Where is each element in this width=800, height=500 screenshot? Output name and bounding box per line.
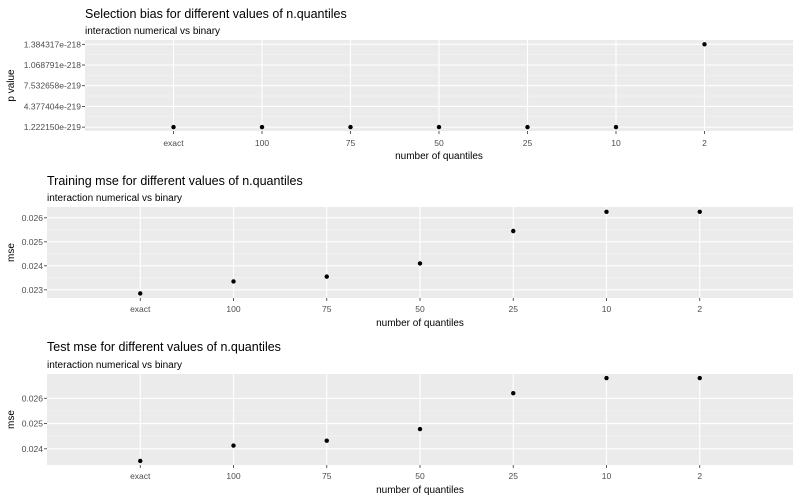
chart-3: Test mse for different values of n.quant… [6,340,793,496]
chart-title: Selection bias for different values of n… [85,7,347,21]
x-tick-label: 25 [523,138,533,148]
data-point-2 [702,42,707,47]
chart-1: Selection bias for different values of n… [6,7,793,162]
y-tick-label: 0.025 [22,237,44,247]
y-tick-label: 4.377404e-219 [24,101,81,111]
x-tick-label: exact [163,138,184,148]
x-tick-label: 100 [226,471,240,481]
x-tick-label: exact [130,304,151,314]
data-point-75 [324,274,329,279]
x-tick-label: 75 [322,471,332,481]
x-tick-label: 10 [602,471,612,481]
data-point-exact [138,291,143,296]
data-point-10 [604,375,609,381]
x-tick-label: 100 [226,304,240,314]
data-point-25 [511,228,516,234]
x-tick-label: 2 [697,304,702,314]
data-point-10 [604,209,609,215]
y-tick-label: 0.024 [22,261,44,271]
y-tick-label: 0.024 [22,444,44,454]
y-tick-label: 0.025 [22,419,44,429]
data-point-75 [324,438,329,443]
data-point-100 [231,279,236,284]
x-tick-label: 10 [602,304,612,314]
y-tick-label: 1.384317e-218 [24,39,81,49]
x-tick-label: 100 [255,138,269,148]
x-axis-label: number of quantiles [376,485,464,496]
x-tick-label: 75 [322,304,332,314]
data-point-25 [525,124,530,130]
y-tick-label: 0.026 [22,393,44,403]
x-tick-label: 25 [509,304,519,314]
y-tick-label: 7.532658e-219 [24,81,81,91]
chart-title: Training mse for different values of n.q… [47,174,303,188]
data-point-2 [697,209,702,215]
x-tick-label: 50 [415,471,425,481]
data-point-exact [171,124,176,130]
y-tick-label: 1.068791e-218 [24,60,81,70]
x-axis-label: number of quantiles [395,151,483,162]
data-point-75 [348,124,353,130]
x-tick-label: 50 [415,304,425,314]
data-point-exact [138,458,143,464]
y-tick-label: 1.222150e-219 [24,122,81,132]
data-point-25 [511,391,516,396]
x-tick-label: 75 [346,138,356,148]
data-point-50 [417,261,423,266]
x-tick-label: 2 [702,138,707,148]
data-point-10 [613,124,619,130]
y-axis-label: mse [6,243,17,262]
chart-title: Test mse for different values of n.quant… [47,340,281,354]
chart-subtitle: interaction numerical vs binary [47,193,182,204]
data-point-100 [231,443,236,448]
x-tick-label: 25 [509,471,519,481]
chart-subtitle: interaction numerical vs binary [47,360,182,371]
data-point-2 [697,375,702,381]
data-point-50 [417,426,423,432]
x-tick-label: 10 [611,138,621,148]
y-tick-label: 0.026 [22,213,44,223]
y-tick-label: 0.023 [22,285,44,295]
x-tick-label: exact [130,471,151,481]
chart-subtitle: interaction numerical vs binary [85,26,220,37]
data-point-50 [436,124,442,130]
chart-2: Training mse for different values of n.q… [6,174,793,329]
y-axis-label: mse [6,410,17,429]
x-tick-label: 50 [434,138,444,148]
x-axis-label: number of quantiles [376,318,464,329]
y-axis-label: p value [6,69,17,102]
x-tick-label: 2 [697,471,702,481]
data-point-100 [259,124,265,130]
